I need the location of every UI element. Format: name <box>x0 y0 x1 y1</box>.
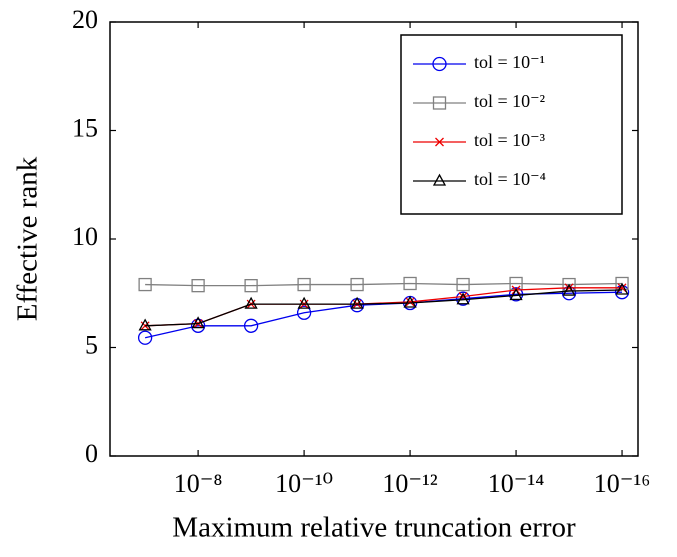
legend-label: tol = 10⁻¹ <box>474 52 545 72</box>
series-line <box>144 291 623 339</box>
y-axis-label: Effective rank <box>12 156 44 321</box>
y-tick-label: 15 <box>72 113 98 142</box>
marker <box>615 282 629 295</box>
marker <box>191 279 205 293</box>
marker <box>297 277 311 292</box>
marker <box>297 296 311 309</box>
marker <box>191 316 205 329</box>
marker <box>243 318 259 333</box>
marker <box>244 296 258 309</box>
x-tick-label: 10⁻¹⁶ <box>594 469 651 498</box>
marker <box>561 286 577 301</box>
legend-marker <box>432 56 447 72</box>
marker <box>138 277 152 292</box>
marker <box>614 285 630 300</box>
legend-label: tol = 10⁻⁴ <box>474 169 546 189</box>
legend-marker <box>432 173 447 186</box>
legend-marker <box>435 137 444 147</box>
legend-label: tol = 10⁻³ <box>474 130 546 150</box>
marker <box>403 276 417 291</box>
marker <box>138 318 152 331</box>
marker <box>405 297 415 307</box>
series-line <box>145 282 623 287</box>
marker <box>190 318 206 333</box>
marker <box>562 283 576 296</box>
marker <box>615 276 629 291</box>
x-axis-label: Maximum relative truncation error <box>172 512 576 544</box>
y-tick-label: 5 <box>85 330 98 359</box>
y-tick-label: 0 <box>85 439 98 468</box>
marker <box>403 295 417 308</box>
marker <box>296 305 312 320</box>
marker <box>350 296 364 309</box>
legend-label: tol = 10⁻² <box>474 91 545 111</box>
x-tick-label: 10⁻¹⁴ <box>488 469 545 498</box>
y-tick-label: 20 <box>72 5 98 34</box>
y-tick-label: 10 <box>72 222 98 251</box>
series-line <box>145 289 623 327</box>
marker <box>350 277 364 292</box>
marker <box>137 330 153 345</box>
marker <box>244 279 258 293</box>
legend-box <box>400 34 623 215</box>
x-tick-label: 10⁻¹² <box>382 469 438 498</box>
x-tick-label: 10⁻¹⁰ <box>275 469 333 498</box>
marker <box>456 292 470 305</box>
marker <box>509 288 523 301</box>
marker <box>456 277 470 292</box>
legend-marker <box>432 96 447 110</box>
x-tick-label: 10⁻⁸ <box>174 469 223 498</box>
